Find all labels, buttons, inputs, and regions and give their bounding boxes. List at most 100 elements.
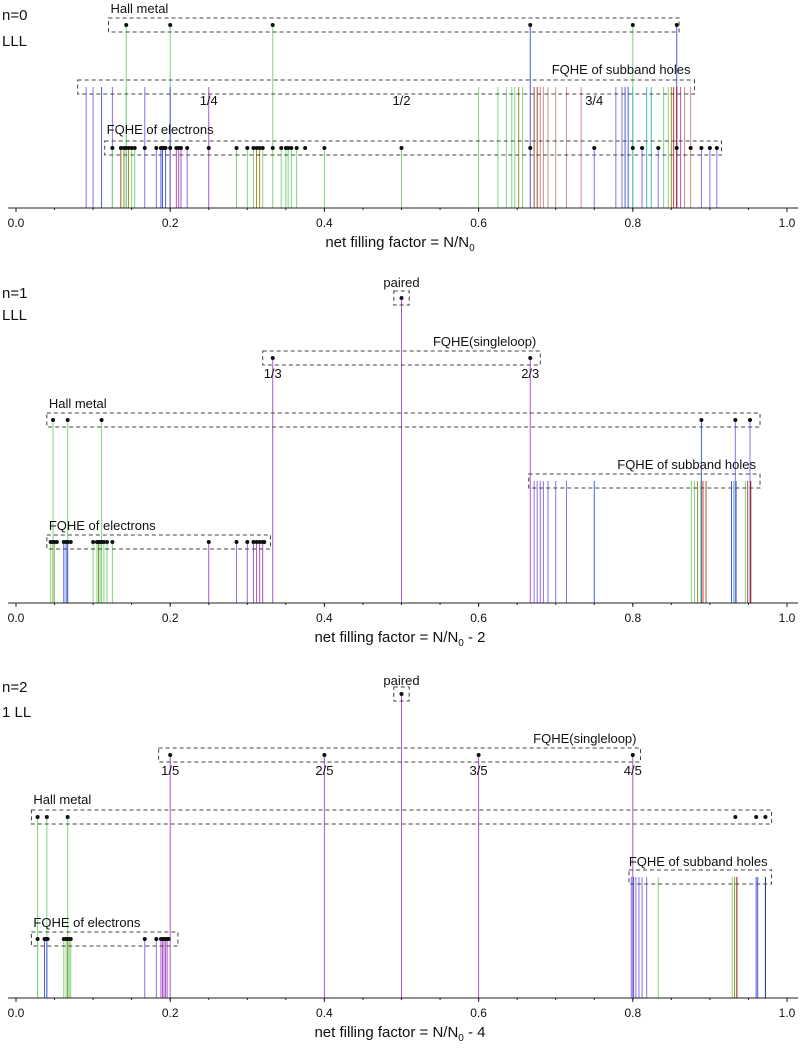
x-tick-label: 0.0 <box>8 216 25 230</box>
data-point <box>630 146 635 150</box>
data-point <box>206 540 211 544</box>
data-point <box>270 146 275 150</box>
group-label: FQHE of electrons <box>33 915 140 930</box>
data-point <box>142 146 147 150</box>
data-point <box>110 146 115 150</box>
data-point <box>35 815 40 819</box>
data-point <box>126 146 131 150</box>
data-point <box>185 146 190 150</box>
group-label: FQHE of subband holes <box>629 854 768 869</box>
panel-label: 1 LL <box>2 704 31 721</box>
data-point <box>763 815 768 819</box>
fraction-label: 1/4 <box>200 93 218 108</box>
data-point <box>733 815 738 819</box>
group-box <box>262 350 541 366</box>
data-point <box>44 815 49 819</box>
fraction-label: 1/3 <box>264 366 282 381</box>
x-tick-label: 0.4 <box>316 216 333 230</box>
data-point <box>110 540 115 544</box>
x-tick-label: 1.0 <box>779 1006 796 1020</box>
group-label: FQHE of subband holes <box>617 457 756 472</box>
data-point <box>234 146 239 150</box>
data-point <box>91 540 96 544</box>
data-point <box>399 296 404 300</box>
data-point <box>54 540 59 544</box>
data-point <box>99 418 104 422</box>
x-tick-label: 0.4 <box>316 611 333 625</box>
data-point <box>476 753 481 757</box>
data-point <box>707 146 712 150</box>
data-point <box>168 23 173 27</box>
x-axis-label-sub: 0 <box>458 1033 464 1044</box>
data-point <box>68 540 73 544</box>
group-label: FQHE of subband holes <box>552 62 691 77</box>
data-point <box>35 937 40 941</box>
panel-n0: n=0 LLL Hall metal FQHE of subband holes FQH… <box>2 1 798 254</box>
fraction-label: 3/5 <box>470 763 488 778</box>
data-point <box>640 146 645 150</box>
fraction-label: 3/4 <box>585 93 603 108</box>
data-point <box>699 418 704 422</box>
x-tick-label: 0.6 <box>470 611 487 625</box>
panel-label: LLL <box>2 307 27 324</box>
group-box <box>30 809 773 825</box>
x-axis-label: net filling factor = N/N0 <box>325 234 475 254</box>
data-point <box>699 146 704 150</box>
data-point <box>674 146 679 150</box>
fraction-label: 4/5 <box>624 763 642 778</box>
x-axis-label: net filling factor = N/N0 - 4 <box>314 1024 485 1044</box>
group-label: Hall metal <box>111 1 169 16</box>
group-box <box>528 473 761 489</box>
data-point <box>399 146 404 150</box>
group-label: paired <box>383 673 419 688</box>
panel-label: LLL <box>2 33 27 50</box>
data-point <box>142 937 147 941</box>
data-point <box>528 356 533 360</box>
x-tick-label: 0.2 <box>162 611 179 625</box>
group-label: Hall metal <box>49 396 107 411</box>
x-tick-label: 0.6 <box>470 1006 487 1020</box>
data-point <box>257 146 262 150</box>
x-axis-label-tail: - 4 <box>464 1024 486 1041</box>
data-point <box>104 540 109 544</box>
group-box <box>628 869 773 885</box>
group-label: paired <box>383 275 419 290</box>
data-point <box>257 540 262 544</box>
group-label: Hall metal <box>33 792 91 807</box>
data-point <box>154 937 159 941</box>
data-point <box>154 146 159 150</box>
data-point <box>270 23 275 27</box>
data-point <box>118 146 123 150</box>
data-point <box>65 540 70 544</box>
data-point <box>592 146 597 150</box>
data-point <box>166 937 171 941</box>
panel-label: n=1 <box>2 285 27 302</box>
group-label: FQHE of electrons <box>49 518 156 533</box>
x-tick-label: 0.2 <box>162 216 179 230</box>
data-point <box>399 692 404 696</box>
x-axis-label-sub: 0 <box>469 243 475 254</box>
data-point <box>630 753 635 757</box>
x-tick-label: 0.2 <box>162 1006 179 1020</box>
data-point <box>254 146 259 150</box>
group-box <box>46 412 761 428</box>
fraction-label: 2/5 <box>315 763 333 778</box>
data-point <box>51 418 56 422</box>
x-axis-label-main: net filling factor = N/N <box>325 234 469 251</box>
data-point <box>245 146 250 150</box>
panel-label: n=2 <box>2 679 27 696</box>
panel-n1: n=1 LLL paired FQHE(singleloop) Hall metal FQ… <box>2 275 798 649</box>
x-axis-label-sub: 0 <box>458 638 464 649</box>
x-tick-label: 0.8 <box>624 611 641 625</box>
data-point <box>124 23 129 27</box>
x-tick-label: 0.8 <box>624 216 641 230</box>
data-point <box>168 753 173 757</box>
group-label: FQHE of electrons <box>107 122 214 137</box>
data-point <box>251 146 256 150</box>
data-point <box>68 937 73 941</box>
data-point <box>754 815 759 819</box>
fraction-label: 2/3 <box>521 366 539 381</box>
x-axis-label-main: net filling factor = N/N <box>314 629 458 646</box>
group-box <box>393 686 410 702</box>
x-axis-label: net filling factor = N/N0 - 2 <box>314 629 485 649</box>
